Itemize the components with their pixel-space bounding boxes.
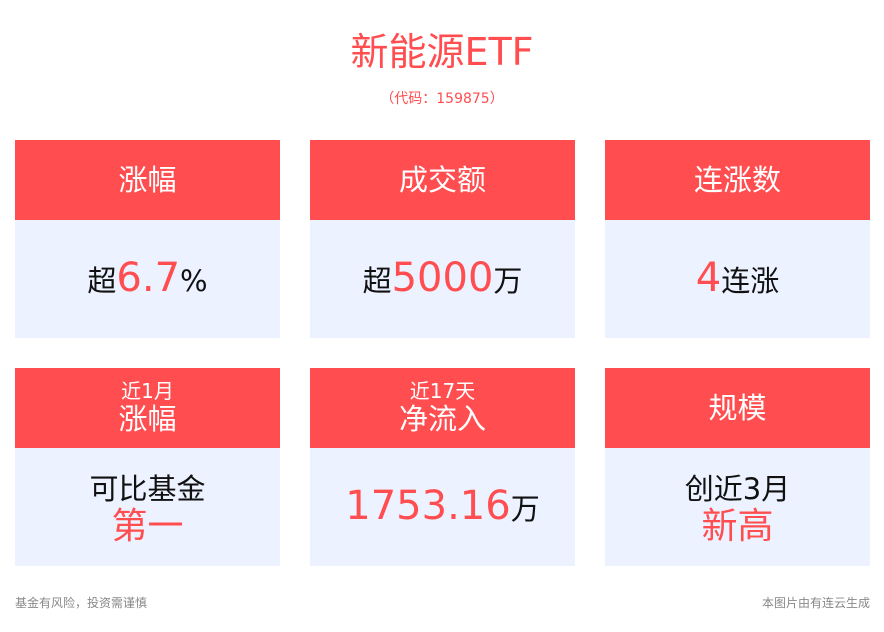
stat-card: 近1月 涨幅 可比基金 第一 xyxy=(15,368,280,566)
card-header-label: 规模 xyxy=(708,391,767,425)
card-value: 可比基金 xyxy=(89,468,205,507)
value-prefix: 可比基金 xyxy=(89,471,206,506)
value-highlight-line: 第一 xyxy=(111,505,184,547)
value-prefix: 超 xyxy=(87,263,117,298)
card-value: 4连涨 xyxy=(696,258,780,299)
stat-card: 连涨数 4连涨 xyxy=(605,140,870,338)
card-body: 可比基金 第一 xyxy=(15,448,280,566)
card-value: 创近3月 xyxy=(685,468,790,507)
stat-card: 涨幅 超6.7% xyxy=(15,140,280,338)
card-header-label: 涨幅 xyxy=(118,163,177,197)
card-header: 涨幅 xyxy=(15,140,280,220)
fund-code: （代码：159875） xyxy=(380,91,504,107)
value-prefix: 创近3月 xyxy=(684,471,791,506)
card-header-label: 成交额 xyxy=(398,163,486,197)
value-highlight-line: 新高 xyxy=(701,505,774,547)
card-body: 1753.16万 xyxy=(310,448,575,566)
card-subheader: 近1月 xyxy=(121,379,174,403)
value-suffix: % xyxy=(180,263,208,298)
card-header-label: 连涨数 xyxy=(693,163,781,197)
card-header: 连涨数 xyxy=(605,140,870,220)
generator-credit: 本图片由有连云生成 xyxy=(761,596,870,610)
card-value: 超6.7% xyxy=(87,258,208,299)
card-body: 超6.7% xyxy=(15,220,280,338)
value-highlight: 1753.16 xyxy=(345,482,511,529)
stat-card: 成交额 超5000万 xyxy=(310,140,575,338)
stat-card: 规模 创近3月 新高 xyxy=(605,368,870,566)
card-value: 1753.16万 xyxy=(345,486,540,527)
page-title: 新能源ETF xyxy=(350,30,534,74)
card-subheader: 近17天 xyxy=(409,379,476,403)
value-suffix: 连涨 xyxy=(721,263,780,298)
value-highlight: 4 xyxy=(695,254,722,301)
value-highlight: 6.7 xyxy=(116,254,181,301)
card-header: 规模 xyxy=(605,368,870,448)
value-prefix: 超 xyxy=(362,263,392,298)
card-header: 近1月 涨幅 xyxy=(15,368,280,448)
card-value: 超5000万 xyxy=(362,258,523,299)
stat-card: 近17天 净流入 1753.16万 xyxy=(310,368,575,566)
risk-disclaimer: 基金有风险，投资需谨慎 xyxy=(15,596,148,610)
card-header-label: 涨幅 xyxy=(118,402,177,436)
card-header-label: 净流入 xyxy=(398,402,486,436)
card-header: 成交额 xyxy=(310,140,575,220)
card-header: 近17天 净流入 xyxy=(310,368,575,448)
value-highlight: 5000 xyxy=(391,254,494,301)
card-body: 4连涨 xyxy=(605,220,870,338)
value-suffix: 万 xyxy=(510,491,540,526)
card-body: 创近3月 新高 xyxy=(605,448,870,566)
card-body: 超5000万 xyxy=(310,220,575,338)
value-suffix: 万 xyxy=(493,263,523,298)
